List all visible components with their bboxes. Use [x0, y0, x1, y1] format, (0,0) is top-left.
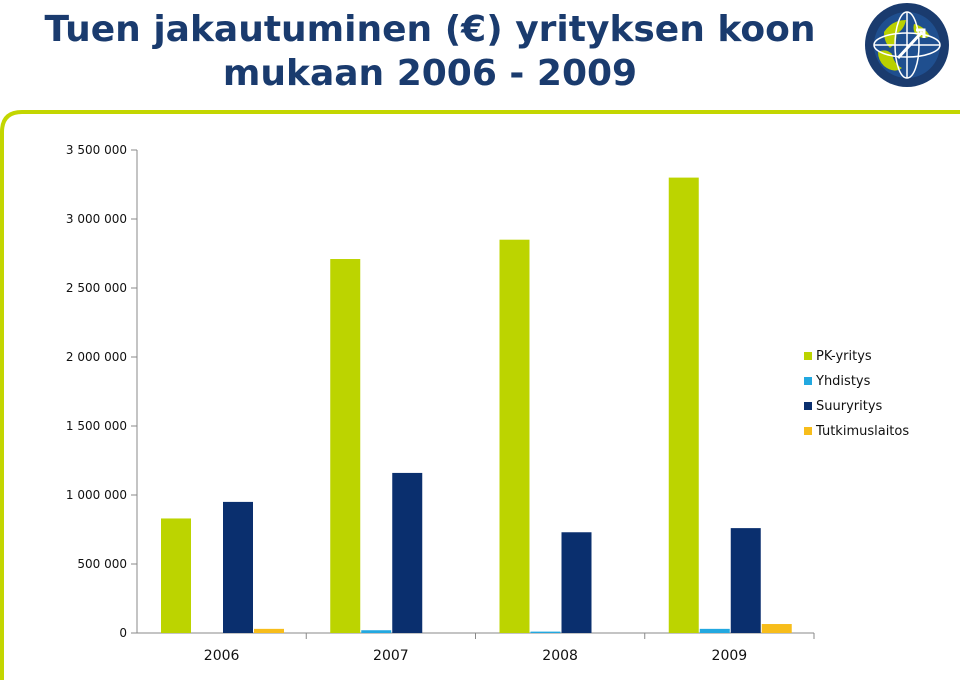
bar-pk-yritys-2008: [499, 239, 530, 633]
bar-yhdistys-2008: [530, 631, 561, 633]
y-tick-label: 500 000: [77, 557, 127, 571]
y-tick-label: 0: [119, 626, 127, 640]
legend-swatch: [804, 352, 812, 360]
bar-tutkimuslaitos-2009: [761, 624, 792, 633]
y-tick-label: 2 500 000: [66, 281, 127, 295]
y-tick-label: 3 000 000: [66, 212, 127, 226]
bar-suuryritys-2009: [730, 528, 761, 633]
y-tick-label: 2 000 000: [66, 350, 127, 364]
legend-swatch: [804, 427, 812, 435]
x-tick-label: 2006: [204, 648, 240, 664]
y-tick-label: 3 500 000: [66, 143, 127, 157]
title-line-2: mukaan 2006 - 2009: [222, 53, 638, 94]
title-line-1: Tuen jakautuminen (€) yrityksen koon: [44, 9, 816, 50]
legend-label: Yhdistys: [815, 374, 871, 389]
bar-yhdistys-2007: [361, 630, 392, 633]
bar-tutkimuslaitos-2006: [254, 628, 284, 633]
legend-swatch: [804, 402, 812, 410]
page-title: Tuen jakautuminen (€) yrityksen koon muk…: [0, 8, 860, 96]
legend-swatch: [804, 377, 812, 385]
globe-logo-icon: [865, 3, 949, 87]
legend-label: Suuryritys: [816, 399, 883, 414]
x-tick-label: 2007: [373, 648, 409, 664]
bar-suuryritys-2006: [223, 501, 253, 633]
bar-suuryritys-2007: [392, 472, 423, 633]
legend-label: PK-yritys: [816, 349, 872, 364]
legend-label: Tutkimuslaitos: [815, 424, 909, 439]
bar-yhdistys-2009: [699, 628, 730, 633]
y-tick-label: 1 000 000: [66, 488, 127, 502]
bar-suuryritys-2008: [561, 532, 592, 633]
x-tick-label: 2008: [542, 648, 578, 664]
bar-pk-yritys-2009: [668, 177, 699, 633]
y-tick-label: 1 500 000: [66, 419, 127, 433]
x-tick-label: 2009: [712, 648, 748, 664]
bar-pk-yritys-2007: [330, 259, 361, 633]
bar-pk-yritys-2006: [161, 518, 191, 633]
